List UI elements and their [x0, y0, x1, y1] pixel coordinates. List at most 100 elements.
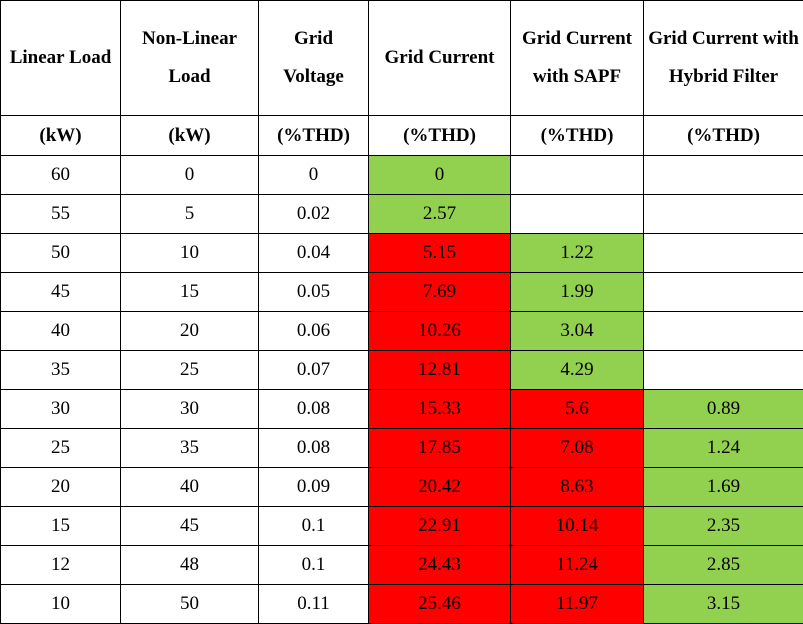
units-row: (kW) (kW) (%THD) (%THD) (%THD) (%THD) [0, 115, 803, 156]
table-cell: 20 [120, 311, 259, 351]
table-cell [643, 311, 803, 351]
table-cell: 3.15 [643, 584, 803, 624]
column-unit: (%THD) [643, 115, 803, 156]
table-body: 60 0 0 0 55 5 0.02 2.57 50 10 0.04 5.15 1.22 45 15 0.05… [0, 155, 803, 624]
table-cell: 0.04 [258, 233, 369, 273]
table-row: 15 45 0.1 22.91 10.14 2.35 [0, 506, 803, 546]
table-cell [643, 350, 803, 390]
table-cell: 35 [0, 350, 121, 390]
table-head: Linear Load Non-Linear Load Grid Voltage Gr… [0, 0, 803, 156]
table-cell: 11.24 [510, 545, 644, 585]
table-cell: 10 [0, 584, 121, 624]
table-cell: 5 [120, 194, 259, 234]
table-row: 55 5 0.02 2.57 [0, 194, 803, 234]
column-unit: (kW) [0, 115, 121, 156]
table-row: 20 40 0.09 20.42 8.63 1.69 [0, 467, 803, 507]
table-cell: 25 [120, 350, 259, 390]
table-cell: 11.97 [510, 584, 644, 624]
table-cell: 24.43 [368, 545, 511, 585]
table-cell: 55 [0, 194, 121, 234]
table-cell: 1.24 [643, 428, 803, 468]
table-cell: 12 [0, 545, 121, 585]
column-unit: (kW) [120, 115, 259, 156]
table-cell [510, 194, 644, 234]
table-row: 35 25 0.07 12.81 4.29 [0, 350, 803, 390]
table-cell: 0.08 [258, 428, 369, 468]
table-cell: 0.89 [643, 389, 803, 429]
table-cell: 1.22 [510, 233, 644, 273]
table-cell: 0.07 [258, 350, 369, 390]
table-row: 25 35 0.08 17.85 7.08 1.24 [0, 428, 803, 468]
table-cell: 0 [368, 155, 511, 195]
column-header: Grid Current with SAPF [510, 0, 644, 116]
table-cell: 0.1 [258, 506, 369, 546]
table-cell: 2.85 [643, 545, 803, 585]
column-header: Grid Voltage [258, 0, 369, 116]
table-cell: 0.02 [258, 194, 369, 234]
table-cell: 7.08 [510, 428, 644, 468]
table-cell [643, 233, 803, 273]
table-row: 40 20 0.06 10.26 3.04 [0, 311, 803, 351]
table-row: 30 30 0.08 15.33 5.6 0.89 [0, 389, 803, 429]
table-cell: 50 [0, 233, 121, 273]
table-cell [510, 155, 644, 195]
table-cell: 40 [0, 311, 121, 351]
table-cell: 15 [120, 272, 259, 312]
column-unit: (%THD) [510, 115, 644, 156]
table-cell: 17.85 [368, 428, 511, 468]
table-cell: 3.04 [510, 311, 644, 351]
table-cell: 4.29 [510, 350, 644, 390]
column-header: Non-Linear Load [120, 0, 259, 116]
table-cell: 10 [120, 233, 259, 273]
header-row: Linear Load Non-Linear Load Grid Voltage Gr… [0, 0, 803, 116]
table-row: 45 15 0.05 7.69 1.99 [0, 272, 803, 312]
table-cell [643, 194, 803, 234]
table-cell: 5.15 [368, 233, 511, 273]
table-cell: 10.14 [510, 506, 644, 546]
table-cell: 15.33 [368, 389, 511, 429]
table-cell: 1.99 [510, 272, 644, 312]
table-cell: 20.42 [368, 467, 511, 507]
table-cell: 5.6 [510, 389, 644, 429]
column-header: Grid Current with Hybrid Filter [643, 0, 803, 116]
table-cell: 0.09 [258, 467, 369, 507]
table-cell: 0.05 [258, 272, 369, 312]
column-header: Grid Current [368, 0, 511, 116]
table-cell: 2.57 [368, 194, 511, 234]
table-cell: 12.81 [368, 350, 511, 390]
table-cell: 60 [0, 155, 121, 195]
table-cell: 40 [120, 467, 259, 507]
table-cell: 30 [0, 389, 121, 429]
table-row: 60 0 0 0 [0, 155, 803, 195]
table-row: 50 10 0.04 5.15 1.22 [0, 233, 803, 273]
table-cell [643, 272, 803, 312]
table-cell: 1.69 [643, 467, 803, 507]
table-cell: 20 [0, 467, 121, 507]
table-row: 10 50 0.11 25.46 11.97 3.15 [0, 584, 803, 624]
table-row: 12 48 0.1 24.43 11.24 2.85 [0, 545, 803, 585]
table-cell: 45 [120, 506, 259, 546]
table-cell: 45 [0, 272, 121, 312]
table-cell: 25.46 [368, 584, 511, 624]
table-cell: 0.11 [258, 584, 369, 624]
table-cell: 30 [120, 389, 259, 429]
table-cell: 22.91 [368, 506, 511, 546]
table-cell: 10.26 [368, 311, 511, 351]
table-cell [643, 155, 803, 195]
table-cell: 0.06 [258, 311, 369, 351]
table-cell: 25 [0, 428, 121, 468]
table-cell: 48 [120, 545, 259, 585]
column-header: Linear Load [0, 0, 121, 116]
table-cell: 8.63 [510, 467, 644, 507]
table-cell: 2.35 [643, 506, 803, 546]
table-cell: 0 [258, 155, 369, 195]
table-cell: 35 [120, 428, 259, 468]
column-unit: (%THD) [368, 115, 511, 156]
table-cell: 50 [120, 584, 259, 624]
table-cell: 15 [0, 506, 121, 546]
column-unit: (%THD) [258, 115, 369, 156]
table-cell: 7.69 [368, 272, 511, 312]
table-cell: 0 [120, 155, 259, 195]
